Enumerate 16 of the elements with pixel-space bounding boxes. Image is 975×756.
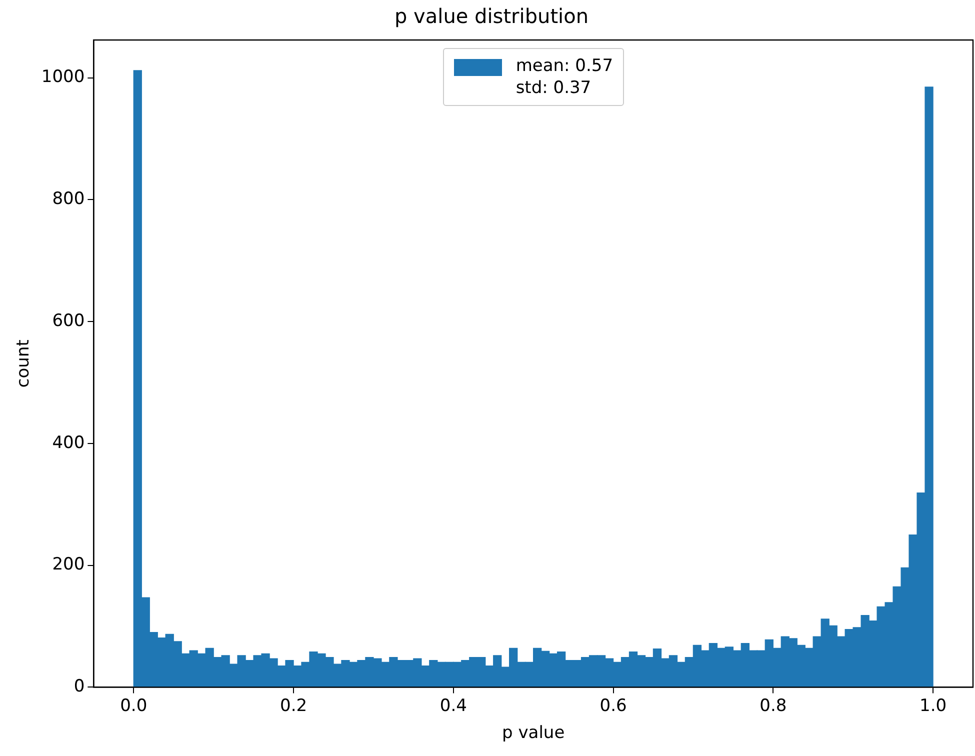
x-tick-label: 0.2 bbox=[280, 696, 308, 716]
x-tick-label: 0.4 bbox=[440, 696, 467, 716]
x-tick-label: 0.6 bbox=[600, 696, 627, 716]
legend-label: mean: 0.57 std: 0.37 bbox=[516, 55, 614, 99]
y-tick-label: 600 bbox=[52, 310, 85, 331]
x-tick-label: 0.8 bbox=[760, 696, 787, 716]
chart-title: p value distribution bbox=[394, 4, 589, 28]
y-axis-title: count bbox=[14, 339, 34, 388]
y-tick-label: 0 bbox=[74, 676, 85, 697]
y-tick-label: 200 bbox=[52, 554, 85, 575]
y-tick-label: 400 bbox=[52, 432, 85, 453]
x-tick-label: 0.0 bbox=[120, 696, 148, 716]
x-tick-label: 1.0 bbox=[920, 696, 947, 716]
y-tick-label: 800 bbox=[52, 189, 85, 210]
y-tick-label: 1000 bbox=[41, 67, 85, 88]
x-axis-title: p value bbox=[502, 723, 565, 744]
